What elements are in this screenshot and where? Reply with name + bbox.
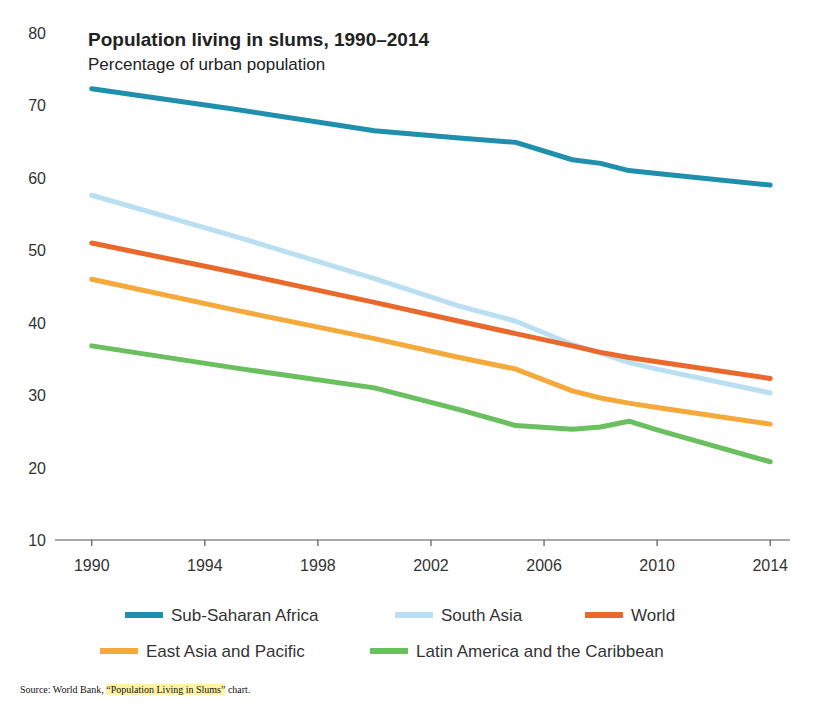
legend-label: South Asia [441,606,523,625]
legend-swatch [125,612,163,618]
x-tick [204,540,205,546]
x-tick-label: 2002 [413,557,449,574]
plot-lines [92,89,770,462]
y-tick-label: 60 [28,170,46,187]
source: Source: World Bank, “Population Living i… [20,684,250,695]
x-tick-label: 1990 [74,557,110,574]
title: Population living in slums, 1990–2014 [88,29,429,50]
x-tick [91,540,92,546]
x-tick [317,540,318,546]
legend-swatch [395,612,433,618]
y-tick-label: 40 [28,315,46,332]
source-highlight: “Population Living in Slums” [106,684,225,695]
y-tick-label: 20 [28,460,46,477]
x-tick [430,540,431,546]
x-tick [543,540,544,546]
y-tick-label: 70 [28,97,46,114]
legend-label: East Asia and Pacific [146,642,305,661]
x-tick-label: 2010 [639,557,675,574]
x-tick-label: 2006 [526,557,562,574]
legend-label: Latin America and the Caribbean [416,642,664,661]
x-tick-label: 2014 [752,557,788,574]
y-tick-label: 80 [28,25,46,42]
series-line [92,243,770,378]
subtitle: Percentage of urban population [88,55,325,74]
y-tick-label: 30 [28,387,46,404]
series-line [92,89,770,185]
x-axis [55,539,790,540]
y-tick-label: 50 [28,242,46,259]
legend-swatch [370,648,408,654]
legend-swatch [100,648,138,654]
x-tick [657,540,658,546]
x-tick-label: 1998 [300,557,336,574]
x-tick [770,540,771,546]
x-tick-label: 1994 [187,557,223,574]
y-tick-label: 10 [28,532,46,549]
series-line [92,346,770,462]
legend-swatch [585,612,623,618]
legend-label: World [631,606,675,625]
legend-label: Sub-Saharan Africa [171,606,319,625]
